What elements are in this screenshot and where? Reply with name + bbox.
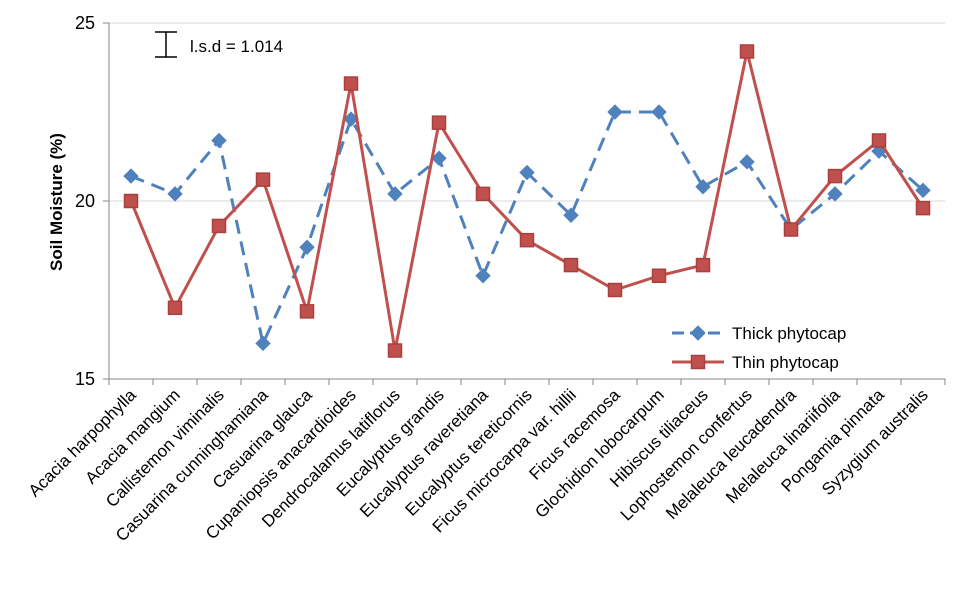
square-marker: [690, 354, 706, 370]
square-marker: [211, 218, 227, 234]
legend-item: Thick phytocap: [672, 324, 846, 343]
diamond-marker: [387, 186, 403, 202]
diamond-marker: [739, 154, 755, 170]
legend: Thick phytocap Thin phytocap: [672, 324, 846, 372]
series-thick-phytocap: [123, 104, 931, 352]
diamond-marker: [690, 325, 706, 341]
y-tick-label: 15: [75, 369, 95, 389]
axes: 15 20 25: [75, 13, 946, 389]
diamond-marker: [123, 168, 139, 184]
square-marker: [695, 257, 711, 273]
diamond-marker: [563, 207, 579, 223]
lsd-error-bar: [155, 31, 177, 58]
lsd-annotation: l.s.d = 1.014: [155, 31, 283, 58]
square-marker: [475, 186, 491, 202]
legend-label: Thin phytocap: [732, 353, 839, 372]
y-tick-label: 25: [75, 13, 95, 33]
square-marker: [123, 193, 139, 209]
series-thin-phytocap: [123, 44, 931, 358]
diamond-marker: [695, 179, 711, 195]
y-tick-label: 20: [75, 191, 95, 211]
diamond-marker: [519, 164, 535, 181]
diamond-marker: [167, 186, 183, 202]
square-marker: [739, 44, 755, 59]
square-marker: [519, 232, 535, 248]
series-line: [130, 110, 924, 345]
square-marker: [915, 200, 931, 216]
square-marker: [651, 268, 667, 284]
square-marker: [431, 115, 447, 130]
diamond-marker: [475, 268, 491, 284]
gridlines: [109, 22, 945, 202]
diamond-marker: [255, 335, 271, 352]
square-marker: [167, 300, 183, 316]
legend-label: Thick phytocap: [732, 324, 846, 343]
diamond-marker: [915, 182, 931, 199]
diamond-marker: [299, 239, 315, 255]
lsd-label: l.s.d = 1.014: [190, 37, 283, 56]
square-marker: [255, 172, 271, 187]
square-marker: [783, 222, 799, 237]
series-layer: [123, 44, 931, 358]
square-marker: [607, 282, 623, 298]
diamond-marker: [607, 104, 623, 120]
square-marker: [563, 257, 579, 273]
diamond-marker: [827, 186, 843, 202]
diamond-marker: [211, 132, 227, 149]
square-marker: [827, 168, 843, 184]
square-marker: [871, 133, 887, 148]
diamond-marker: [431, 150, 447, 166]
y-axis-title: Soil Moisture (%): [47, 133, 66, 271]
diamond-marker: [651, 104, 667, 120]
square-marker: [387, 343, 403, 358]
square-marker: [299, 304, 315, 319]
square-marker: [343, 76, 359, 91]
legend-item: Thin phytocap: [672, 353, 839, 372]
